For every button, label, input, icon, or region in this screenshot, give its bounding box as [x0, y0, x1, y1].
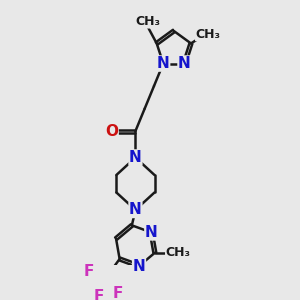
Text: O: O — [105, 124, 118, 139]
Text: CH₃: CH₃ — [196, 28, 221, 40]
Text: N: N — [133, 259, 146, 274]
Text: CH₃: CH₃ — [135, 15, 160, 28]
Text: N: N — [178, 56, 191, 71]
Text: F: F — [94, 289, 104, 300]
Text: N: N — [129, 202, 142, 217]
Text: N: N — [145, 225, 158, 240]
Text: F: F — [113, 286, 124, 300]
Text: F: F — [83, 264, 94, 279]
Text: N: N — [129, 150, 142, 165]
Text: N: N — [157, 56, 169, 71]
Text: CH₃: CH₃ — [166, 246, 190, 259]
